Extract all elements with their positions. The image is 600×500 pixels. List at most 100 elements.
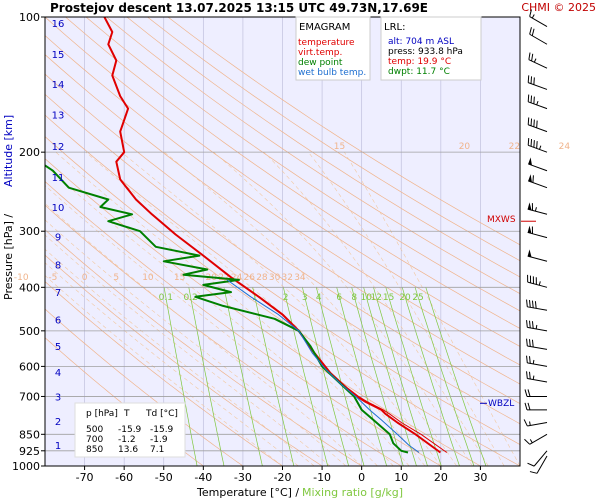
wbzl-label: WBZL — [488, 399, 514, 409]
chart-title: Prostejov descent 13.07.2025 13:15 UTC 4… — [50, 1, 428, 15]
x-tick-label: 20 — [434, 471, 448, 484]
y-tick-label: 1000 — [12, 460, 40, 473]
wind-barb-feather — [526, 371, 528, 379]
lrl-altitude: alt: 704 m ASL — [388, 37, 454, 47]
wind-barb — [524, 402, 547, 411]
wind-barb-feather — [529, 339, 531, 347]
wind-barb — [527, 75, 548, 90]
dry-adiabat — [45, 35, 520, 366]
y-tick-label: 400 — [19, 281, 40, 294]
dry-adiabat — [126, 17, 520, 278]
wind-barb-feather — [527, 389, 531, 397]
wind-barb-feather — [527, 117, 530, 125]
moist-adiabat-label: 24 — [231, 273, 243, 283]
mixing-ratio-label: 6 — [336, 293, 342, 303]
dry-adiabat — [106, 17, 520, 295]
altitude-label: 9 — [55, 232, 61, 243]
wind-barb-feather — [527, 94, 530, 102]
dry-adiabat-label: 24 — [559, 142, 571, 152]
y-axis-title-altitude: Altitude [km] — [2, 115, 15, 187]
wind-barb-feather — [533, 96, 535, 104]
wind-barb-feather — [530, 139, 533, 147]
wind-barb-feather — [527, 462, 535, 467]
altitude-label: 14 — [52, 80, 65, 91]
wind-barb-feather — [524, 402, 528, 411]
wind-barb-half-feather — [539, 145, 542, 150]
wind-barb-staff — [528, 101, 548, 110]
wind-barb-staff — [527, 362, 548, 367]
wind-barb — [529, 455, 548, 474]
wind-barb-feather — [532, 175, 534, 183]
wind-barb-staff — [529, 33, 548, 45]
dry-adiabat — [147, 17, 520, 262]
x-tick-label: -50 — [155, 471, 173, 484]
mixing-ratio-label: 3 — [302, 293, 308, 303]
wind-barb-half-feather — [532, 359, 535, 365]
legend-temperature: temperature — [298, 38, 355, 48]
table-cell: 7.1 — [150, 445, 164, 455]
lrl-dewpoint: dwpt: 11.7 °C — [388, 67, 450, 77]
table-cell: -15.9 — [150, 425, 174, 435]
wind-barb — [527, 138, 548, 153]
grid-layer: 152022242628303234-10-505101520222426283… — [14, 17, 571, 466]
wind-barb — [526, 371, 548, 383]
wind-barb-feather — [533, 140, 535, 148]
moist-adiabat-label: 5 — [113, 273, 119, 283]
wind-barb — [527, 202, 548, 215]
wind-barb — [527, 94, 548, 110]
wind-barb-staff — [528, 144, 548, 153]
wind-barb-feather — [526, 338, 528, 347]
wind-barb-feather — [533, 77, 535, 85]
y-tick-label: 600 — [19, 360, 40, 373]
series-wet-bulb-temperature — [226, 279, 420, 453]
table-cell: 13.6 — [118, 445, 138, 455]
wind-barb — [527, 117, 548, 133]
moist-adiabat — [45, 203, 362, 466]
wind-barb-staff — [527, 306, 548, 311]
series-dew-point — [45, 164, 409, 454]
wind-barb — [526, 299, 548, 311]
dry-adiabat — [45, 73, 520, 405]
wind-barb-feather — [531, 339, 534, 348]
x-tick-label: -70 — [76, 471, 94, 484]
legend-box: EMAGRAM temperature virt.temp. dew point… — [295, 16, 371, 81]
wind-barb-half-feather — [534, 207, 537, 212]
wind-barb-staff — [527, 326, 548, 332]
y-tick-label: 700 — [19, 390, 40, 403]
wind-barb-feather — [527, 138, 530, 146]
table-cell: 850 — [86, 445, 103, 455]
wind-barb — [529, 27, 548, 45]
altitude-label: 4 — [55, 368, 61, 379]
lrl-temperature: temp: 19.9 °C — [388, 57, 451, 67]
wind-barb — [524, 389, 547, 397]
wind-barb-staff — [527, 281, 548, 288]
wind-barbs — [523, 9, 548, 474]
wind-barb-half-feather — [533, 58, 537, 63]
altitude-label: 13 — [52, 111, 65, 122]
y-axis-title-pressure: Pressure [hPa] / — [2, 214, 15, 300]
x-tick-label: 10 — [394, 471, 408, 484]
wind-barb-staff — [528, 59, 548, 69]
mixing-ratio-label: 20 — [399, 293, 411, 303]
wind-barb-feather — [529, 300, 531, 308]
moist-adiabat — [85, 151, 426, 466]
mixing-ratio-label: 10 — [361, 293, 373, 303]
altitude-label: 16 — [52, 19, 65, 30]
legend-title: EMAGRAM — [299, 22, 350, 33]
wind-barb — [527, 274, 548, 288]
wind-barb-feather — [523, 419, 528, 427]
moist-adiabat-label: 10 — [142, 273, 154, 283]
mixing-ratio-label: 2 — [283, 293, 289, 303]
wind-barb-feather — [529, 27, 532, 35]
wind-barb-feather — [526, 355, 528, 363]
wind-barb-half-feather — [538, 281, 541, 286]
altitude-label: 12 — [52, 142, 65, 153]
wind-barb-feather — [531, 300, 534, 308]
table-cell: -1.2 — [118, 435, 136, 445]
wind-barb — [526, 338, 548, 350]
x-tick-label: -40 — [194, 471, 212, 484]
altitude-label: 15 — [52, 50, 65, 61]
dry-adiabat — [167, 17, 520, 246]
wind-barb-half-feather — [529, 421, 531, 426]
